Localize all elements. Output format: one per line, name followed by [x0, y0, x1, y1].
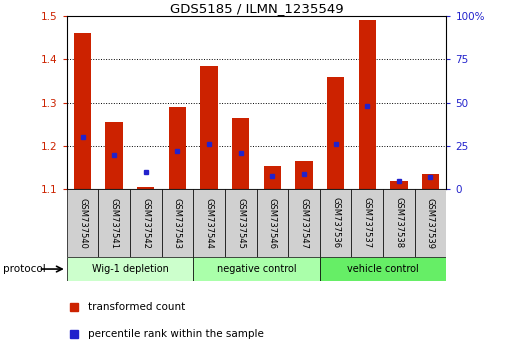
Text: negative control: negative control — [216, 264, 297, 274]
Bar — [98, 189, 130, 257]
Bar — [415, 189, 446, 257]
Bar — [169, 107, 186, 189]
Bar — [359, 20, 376, 189]
Text: protocol: protocol — [3, 264, 45, 274]
Text: GSM737536: GSM737536 — [331, 198, 340, 249]
Bar — [256, 189, 288, 257]
Text: GSM737541: GSM737541 — [110, 198, 119, 249]
Bar — [193, 257, 320, 281]
Text: GSM737543: GSM737543 — [173, 198, 182, 249]
Bar — [130, 189, 162, 257]
Bar — [288, 189, 320, 257]
Text: GSM737542: GSM737542 — [141, 198, 150, 249]
Bar — [225, 189, 256, 257]
Bar — [383, 189, 415, 257]
Bar — [320, 189, 351, 257]
Text: vehicle control: vehicle control — [347, 264, 419, 274]
Bar — [193, 189, 225, 257]
Bar — [264, 166, 281, 189]
Bar — [327, 76, 344, 189]
Text: GSM737540: GSM737540 — [78, 198, 87, 249]
Bar — [351, 189, 383, 257]
Bar — [422, 174, 439, 189]
Bar — [232, 118, 249, 189]
Bar — [390, 181, 407, 189]
Bar — [162, 189, 193, 257]
Bar — [74, 33, 91, 189]
Text: Wig-1 depletion: Wig-1 depletion — [91, 264, 168, 274]
Title: GDS5185 / ILMN_1235549: GDS5185 / ILMN_1235549 — [170, 2, 343, 15]
Text: GSM737545: GSM737545 — [236, 198, 245, 249]
Text: GSM737547: GSM737547 — [300, 198, 308, 249]
Text: GSM737538: GSM737538 — [394, 198, 403, 249]
Text: GSM737544: GSM737544 — [205, 198, 213, 249]
Text: GSM737537: GSM737537 — [363, 198, 372, 249]
Text: GSM737539: GSM737539 — [426, 198, 435, 249]
Text: percentile rank within the sample: percentile rank within the sample — [88, 329, 264, 339]
Bar — [67, 189, 98, 257]
Bar — [320, 257, 446, 281]
Bar — [137, 187, 154, 189]
Bar — [201, 66, 218, 189]
Bar — [67, 257, 193, 281]
Bar — [295, 161, 312, 189]
Text: GSM737546: GSM737546 — [268, 198, 277, 249]
Bar — [106, 122, 123, 189]
Text: transformed count: transformed count — [88, 302, 185, 312]
